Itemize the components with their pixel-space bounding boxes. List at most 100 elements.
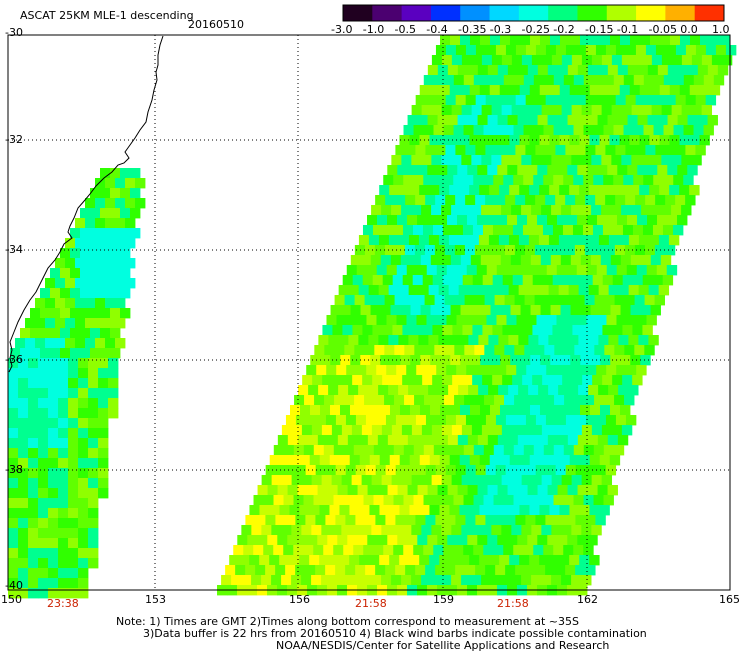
swath-cell	[600, 355, 611, 366]
swath-cell	[38, 368, 49, 379]
swath-cell	[327, 535, 338, 546]
swath-cell	[573, 445, 585, 456]
swath-cell	[535, 565, 546, 576]
swath-cell	[314, 345, 325, 356]
swath-cell	[384, 395, 395, 406]
swath-cell	[450, 255, 462, 266]
swath-cell	[377, 535, 388, 546]
swath-cell	[551, 155, 562, 166]
swath-cell	[110, 348, 121, 359]
swath-cell	[646, 315, 657, 326]
swath-cell	[561, 575, 572, 586]
swath-cell	[465, 45, 477, 56]
swath-cell	[559, 455, 571, 466]
swath-cell	[360, 405, 371, 416]
swath-cell	[18, 558, 29, 569]
swath-cell	[396, 365, 407, 376]
swath-cell	[361, 475, 373, 486]
swath-cell	[561, 205, 572, 216]
swath-cell	[68, 518, 79, 529]
swath-cell	[478, 385, 489, 396]
swath-cell	[374, 345, 385, 356]
swath-cell	[512, 225, 524, 236]
swath-cell	[438, 285, 450, 296]
swath-cell	[28, 438, 39, 449]
swath-cell	[525, 195, 536, 206]
swath-cell	[560, 255, 572, 266]
swath-cell	[507, 165, 518, 176]
swath-cell	[532, 275, 544, 286]
swath-cell	[455, 565, 466, 576]
swath-cell	[627, 115, 638, 126]
swath-cell	[431, 55, 443, 66]
swath-cell	[255, 565, 266, 576]
swath-cell	[544, 245, 556, 256]
swath-cell	[509, 185, 520, 196]
swath-cell	[562, 325, 573, 336]
swath-cell	[98, 458, 109, 469]
swath-cell	[461, 425, 473, 436]
swath-cell	[8, 578, 19, 589]
swath-cell	[80, 348, 91, 359]
swath-cell	[90, 268, 101, 279]
swath-cell	[578, 385, 589, 396]
swath-cell	[65, 278, 76, 289]
swath-cell	[45, 338, 56, 349]
swath-cell	[241, 575, 252, 586]
swath-cell	[661, 155, 672, 166]
swath-cell	[551, 55, 563, 66]
swath-cell	[433, 545, 444, 556]
swath-cell	[520, 355, 531, 366]
swath-cell	[58, 578, 69, 589]
swath-cell	[510, 355, 521, 366]
swath-cell	[685, 45, 697, 56]
swath-cell	[408, 385, 419, 396]
swath-cell	[452, 275, 464, 286]
swath-cell	[388, 335, 399, 346]
swath-cell	[653, 125, 664, 136]
swath-cell	[392, 325, 403, 336]
swath-cell	[524, 345, 535, 356]
swath-cell	[78, 378, 89, 389]
swath-cell	[498, 285, 510, 296]
swath-cell	[421, 425, 433, 436]
swath-cell	[18, 398, 29, 409]
colorbar	[343, 5, 725, 21]
swath-cell	[695, 145, 706, 156]
swath-cell	[515, 195, 526, 206]
swath-cell	[499, 505, 510, 516]
swath-cell	[344, 395, 355, 406]
swath-cell	[423, 445, 435, 456]
swath-cell	[261, 475, 273, 486]
swath-cell	[350, 405, 361, 416]
swath-cell	[58, 528, 69, 539]
swath-cell	[312, 375, 323, 386]
swath-cell	[105, 218, 116, 229]
swath-cell	[40, 328, 51, 339]
swath-cell	[443, 495, 454, 506]
swath-cell	[555, 195, 566, 206]
swath-cell	[445, 145, 456, 156]
swath-cell	[463, 125, 474, 136]
swath-cell	[50, 308, 61, 319]
swath-cell	[38, 568, 49, 579]
swath-cell	[80, 308, 91, 319]
swath-cell	[356, 265, 368, 276]
swath-cell	[673, 75, 685, 86]
swath-cell	[432, 375, 443, 386]
swath-cell	[647, 65, 659, 76]
swath-cell	[261, 575, 272, 586]
swath-cell	[376, 265, 388, 276]
swath-cell	[370, 305, 381, 316]
swath-cell	[575, 415, 587, 426]
swath-cell	[58, 508, 69, 519]
swath-cell	[517, 485, 528, 496]
swath-cell	[469, 85, 481, 96]
swath-cell	[58, 558, 69, 569]
swath-cell	[707, 65, 719, 76]
swath-cell	[531, 475, 543, 486]
swath-cell	[571, 475, 583, 486]
swath-cell	[364, 295, 375, 306]
swath-cell	[573, 545, 584, 556]
swath-cell	[48, 538, 59, 549]
